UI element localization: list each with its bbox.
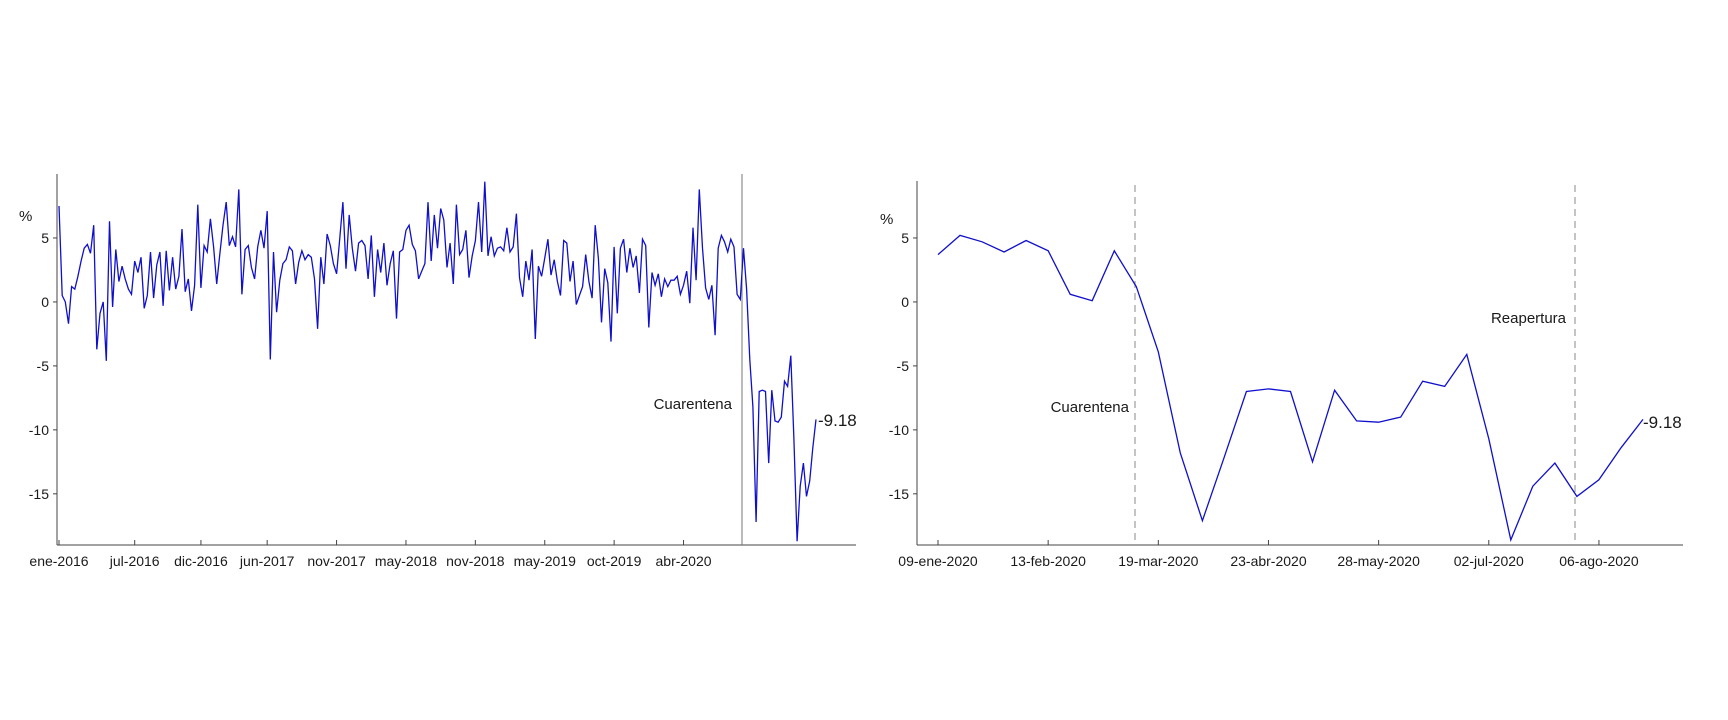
y-axis-label: % (19, 208, 32, 225)
cuarentena-annotation: Cuarentena (1051, 399, 1130, 416)
series-line (58, 181, 817, 542)
x-tick-label: jul-2016 (109, 553, 160, 569)
chart-right: % 5 0 -5 -10 -15 09-ene-2020 13-feb-2020 19-ma… (880, 181, 1683, 569)
y-tick-label: -5 (897, 358, 910, 374)
chart-left: % 5 0 -5 -10 -15 ene-2016 jul-2016 dic-2016 jun… (19, 174, 857, 569)
reapertura-annotation: Reapertura (1491, 310, 1567, 327)
y-tick-label: -10 (889, 422, 909, 438)
x-tick-label: may-2018 (375, 553, 437, 569)
x-tick-label: 28-may-2020 (1337, 553, 1420, 569)
x-tick-label: 13-feb-2020 (1010, 553, 1086, 569)
cuarentena-annotation: Cuarentena (654, 396, 733, 413)
y-tick-label: -10 (29, 422, 49, 438)
y-axis-label: % (880, 211, 893, 228)
y-tick-label: -15 (889, 486, 909, 502)
y-tick-label: 5 (901, 230, 909, 246)
y-tick-label: 0 (901, 294, 909, 310)
series-line (937, 234, 1644, 543)
x-tick-label: abr-2020 (656, 553, 712, 569)
x-tick-label: 19-mar-2020 (1118, 553, 1198, 569)
x-tick-label: 02-jul-2020 (1454, 553, 1524, 569)
x-tick-label: may-2019 (514, 553, 576, 569)
y-tick-label: -5 (37, 358, 50, 374)
y-tick-label: -15 (29, 486, 49, 502)
x-tick-label: nov-2017 (307, 553, 366, 569)
x-tick-labels: ene-2016 jul-2016 dic-2016 jun-2017 nov-2017… (29, 540, 712, 569)
x-tick-labels: 09-ene-2020 13-feb-2020 19-mar-2020 23-abr-… (898, 540, 1639, 569)
y-tick-label: 5 (41, 230, 49, 246)
y-tick-label: 0 (41, 294, 49, 310)
last-value-label: -9.18 (1643, 413, 1682, 432)
x-tick-label: ene-2016 (29, 553, 88, 569)
x-tick-label: dic-2016 (174, 553, 228, 569)
x-tick-label: nov-2018 (446, 553, 505, 569)
y-tick-labels: 5 0 -5 -10 -15 (29, 230, 57, 502)
x-tick-label: jun-2017 (239, 553, 295, 569)
x-tick-label: 06-ago-2020 (1559, 553, 1639, 569)
x-tick-label: oct-2019 (587, 553, 642, 569)
y-tick-labels: 5 0 -5 -10 -15 (889, 230, 917, 502)
x-tick-label: 23-abr-2020 (1230, 553, 1306, 569)
x-tick-label: 09-ene-2020 (898, 553, 978, 569)
last-value-label: -9.18 (818, 411, 857, 430)
